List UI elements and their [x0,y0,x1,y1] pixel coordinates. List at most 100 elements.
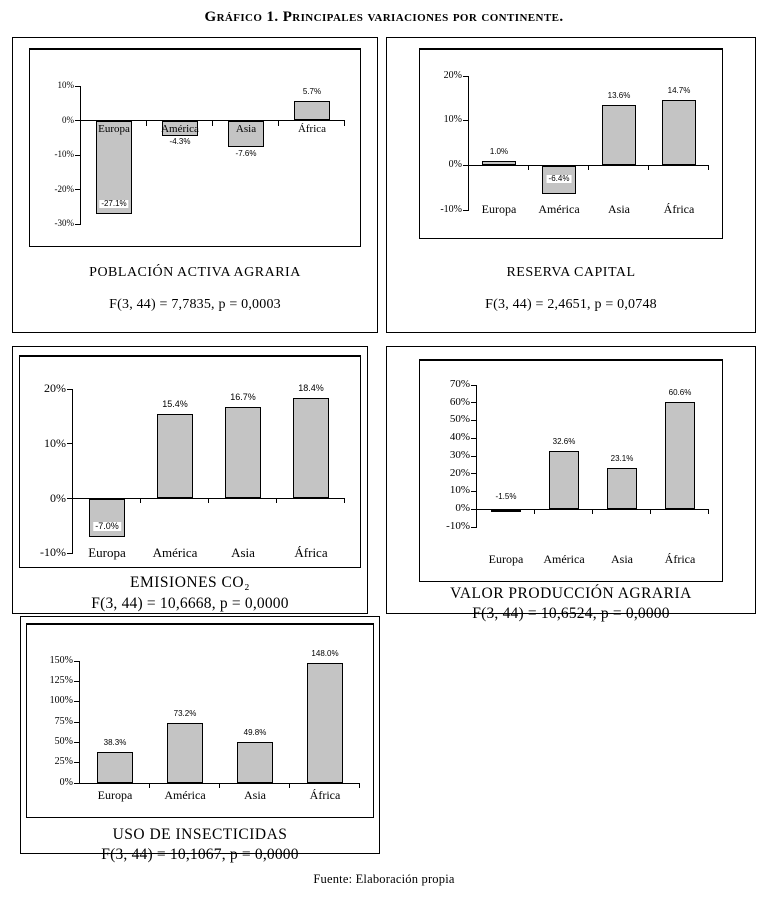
plot-area: 70% 60% 50% 40% 30% 20% 10% 0% -10% -1.5% Europa 32… [446,378,709,565]
category-label: Europa [88,545,126,560]
bar-europa [96,121,132,215]
y-tick-label: -10% [54,149,75,160]
chart-fstat-insecticidas: F(3, 44) = 10,1067, p = 0,0000 [101,846,299,863]
value-label: -7.0% [93,520,121,531]
x-tick [592,509,593,515]
chart-fstat-emisiones: F(3, 44) = 10,6668, p = 0,0000 [91,595,289,612]
x-tick [708,509,709,515]
category-label: África [297,122,327,135]
y-tick-label: 125% [49,674,73,686]
y-tick-label: 100% [49,695,73,707]
y-tick-label: 0% [50,490,66,505]
chart-title-poblacion: POBLACIÓN ACTIVA AGRARIA [89,265,301,280]
value-label: -27.1% [99,198,129,208]
y-tick-label: 0% [59,776,73,788]
y-tick [74,680,80,682]
y-tick [463,209,469,211]
category-label: Asia [231,545,255,560]
y-tick [471,437,477,439]
chart-fstat-valor: F(3, 44) = 10,6524, p = 0,0000 [472,605,670,622]
chart-title-reserva: RESERVA CAPITAL [506,265,636,280]
chart-title-valor: VALOR PRODUCCIÓN AGRARIA [450,585,692,602]
y-tick-label: 10% [449,484,470,497]
y-tick-label: 10% [57,80,75,91]
bar-africa [294,100,330,121]
bar-africa [307,662,343,783]
y-tick-label: 0% [455,502,470,515]
y-tick-label: -10% [440,203,462,215]
y-tick [74,701,80,703]
category-label: Asia [611,552,633,566]
category-label: Europa [97,788,133,802]
y-tick [74,660,80,662]
y-tick-label: 20% [44,381,66,396]
y-tick [471,508,477,510]
x-axis [477,508,709,510]
figure-title: Gráfico 1. Principales variaciones por c… [204,9,564,25]
x-axis [80,782,360,784]
value-label: -6.4% [546,173,572,183]
x-tick [140,498,141,504]
charts-row-top: 10% 0% -10% -20% -30% -27.1% Europa -4.3% Améric… [12,37,768,333]
category-label: Europa [98,122,130,135]
bar-africa [293,397,329,499]
bar-asia [602,104,636,166]
x-tick [344,498,345,504]
value-label: 60.6% [668,387,692,397]
value-label: 49.8% [243,728,267,738]
x-axis [81,120,345,121]
value-label: 32.6% [552,437,576,447]
x-tick [278,120,279,126]
y-tick [67,388,73,390]
bar-africa [665,401,695,510]
category-label: América [164,788,206,802]
x-tick [708,165,709,171]
bar-asia [607,468,637,510]
category-label: Europa [488,552,524,566]
y-tick [67,497,73,499]
x-tick [149,783,150,788]
value-label: 18.4% [298,382,324,393]
value-label: 1.0% [489,146,509,156]
y-tick-label: 20% [449,466,470,479]
y-tick-label: -30% [54,218,75,229]
y-tick [75,223,81,225]
bar-europa [491,509,521,513]
panel-uso-de-insecticidas: 150% 125% 100% 75% 50% 25% 0% 38.3% Europa 73.2% A… [20,616,380,863]
value-label: -1.5% [495,492,517,502]
bar-america [167,723,203,783]
chart-title-emisiones: EMISIONES CO₂ [130,574,250,591]
value-label: -4.3% [169,137,191,147]
y-tick [67,552,73,554]
value-label: 15.4% [162,399,188,410]
category-label: África [663,202,695,216]
category-label: África [309,788,341,802]
y-tick-label: 50% [449,413,470,426]
category-label: Europa [481,202,517,216]
y-tick [75,154,81,156]
x-tick [146,120,147,126]
value-label: 14.7% [667,85,691,95]
value-label: 73.2% [173,709,197,719]
y-tick [471,491,477,492]
x-tick [648,165,649,171]
y-tick-label: 10% [44,436,66,451]
y-tick-label: 0% [62,114,74,125]
chart-fstat-reserva: F(3, 44) = 2,4651, p = 0,0748 [485,297,657,312]
panel-reserva-capital: 20% 10% 0% -10% 1.0% Europa -6.4% América 13.6% A… [386,37,756,333]
y-tick-label: 20% [443,69,462,81]
category-label: África [294,545,328,560]
y-tick-label: 150% [49,654,73,666]
x-axis [469,164,709,166]
x-tick [276,498,277,504]
chart-poblacion-activa-agraria: 10% 0% -10% -20% -30% -27.1% Europa -4.3% Améric… [29,48,361,247]
bar-asia [237,742,273,783]
y-tick-label: 0% [448,158,462,170]
x-tick [359,783,360,788]
category-label: América [538,202,580,216]
y-tick [471,455,477,457]
bar-europa [97,751,133,783]
y-tick [75,189,81,190]
value-label: 16.7% [230,392,256,403]
